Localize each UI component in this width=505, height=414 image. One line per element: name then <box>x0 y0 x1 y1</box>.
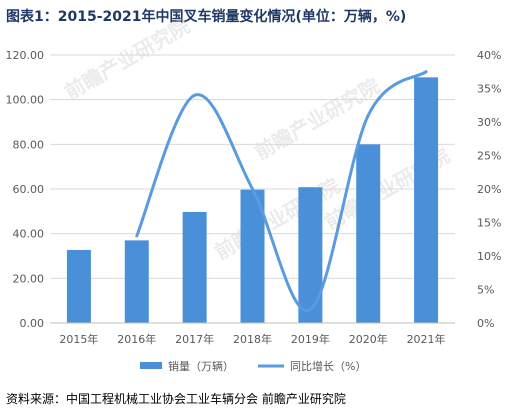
y-right-tick-label: 20% <box>477 183 501 196</box>
y-left-tick-label: 120.00 <box>6 49 45 62</box>
x-tick-label: 2015年 <box>59 332 98 346</box>
y-right-tick-label: 30% <box>477 116 501 129</box>
y-right-tick-label: 25% <box>477 150 501 163</box>
legend-bar-label: 销量（万辆） <box>168 359 234 373</box>
watermark-text: 前瞻产业研究院 <box>61 14 194 105</box>
legend: 销量（万辆） 同比增长（%） <box>140 359 366 373</box>
y-axis-left: 0.00 20.00 40.00 60.00 80.00 100.00 120.00 <box>6 49 45 330</box>
bar <box>414 77 439 323</box>
y-right-tick-label: 15% <box>477 217 501 230</box>
y-right-tick-label: 5% <box>477 284 494 297</box>
y-left-tick-label: 80.00 <box>13 138 45 151</box>
growth-line <box>135 70 428 313</box>
bar <box>124 240 149 323</box>
x-tick-label: 2018年 <box>233 332 272 346</box>
legend-line-label: 同比增长（%） <box>290 359 366 373</box>
x-tick-label: 2021年 <box>407 332 446 346</box>
y-left-tick-label: 100.00 <box>6 94 45 107</box>
y-axis-right: 0% 5% 10% 15% 20% 25% 30% 35% 40% <box>477 49 501 330</box>
bar-series <box>66 77 439 323</box>
x-axis: 2015年 2016年 2017年 2018年 2019年 2020年 2021年 <box>50 322 455 346</box>
legend-bar-swatch <box>140 362 162 369</box>
bar <box>66 249 91 323</box>
y-left-tick-label: 0.00 <box>20 317 45 330</box>
bar <box>298 187 323 323</box>
x-tick-label: 2017年 <box>175 332 214 346</box>
y-left-tick-label: 40.00 <box>13 228 45 241</box>
x-tick-label: 2016年 <box>117 332 156 346</box>
bar <box>356 144 381 323</box>
y-right-tick-label: 35% <box>477 83 501 96</box>
y-left-tick-label: 60.00 <box>13 183 45 196</box>
bar <box>240 189 265 323</box>
y-right-tick-label: 40% <box>477 49 501 62</box>
y-right-tick-label: 10% <box>477 250 501 263</box>
x-tick-label: 2019年 <box>291 332 330 346</box>
chart-title: 图表1：2015-2021年中国叉车销量变化情况(单位：万辆，%) <box>6 9 407 25</box>
y-left-tick-label: 20.00 <box>13 272 45 285</box>
source-note: 资料来源：中国工程机械工业协会工业车辆分会 前瞻产业研究院 <box>6 392 346 406</box>
line-series <box>135 70 428 313</box>
x-tick-label: 2020年 <box>349 332 388 346</box>
bar <box>182 212 207 323</box>
y-right-tick-label: 0% <box>477 317 494 330</box>
